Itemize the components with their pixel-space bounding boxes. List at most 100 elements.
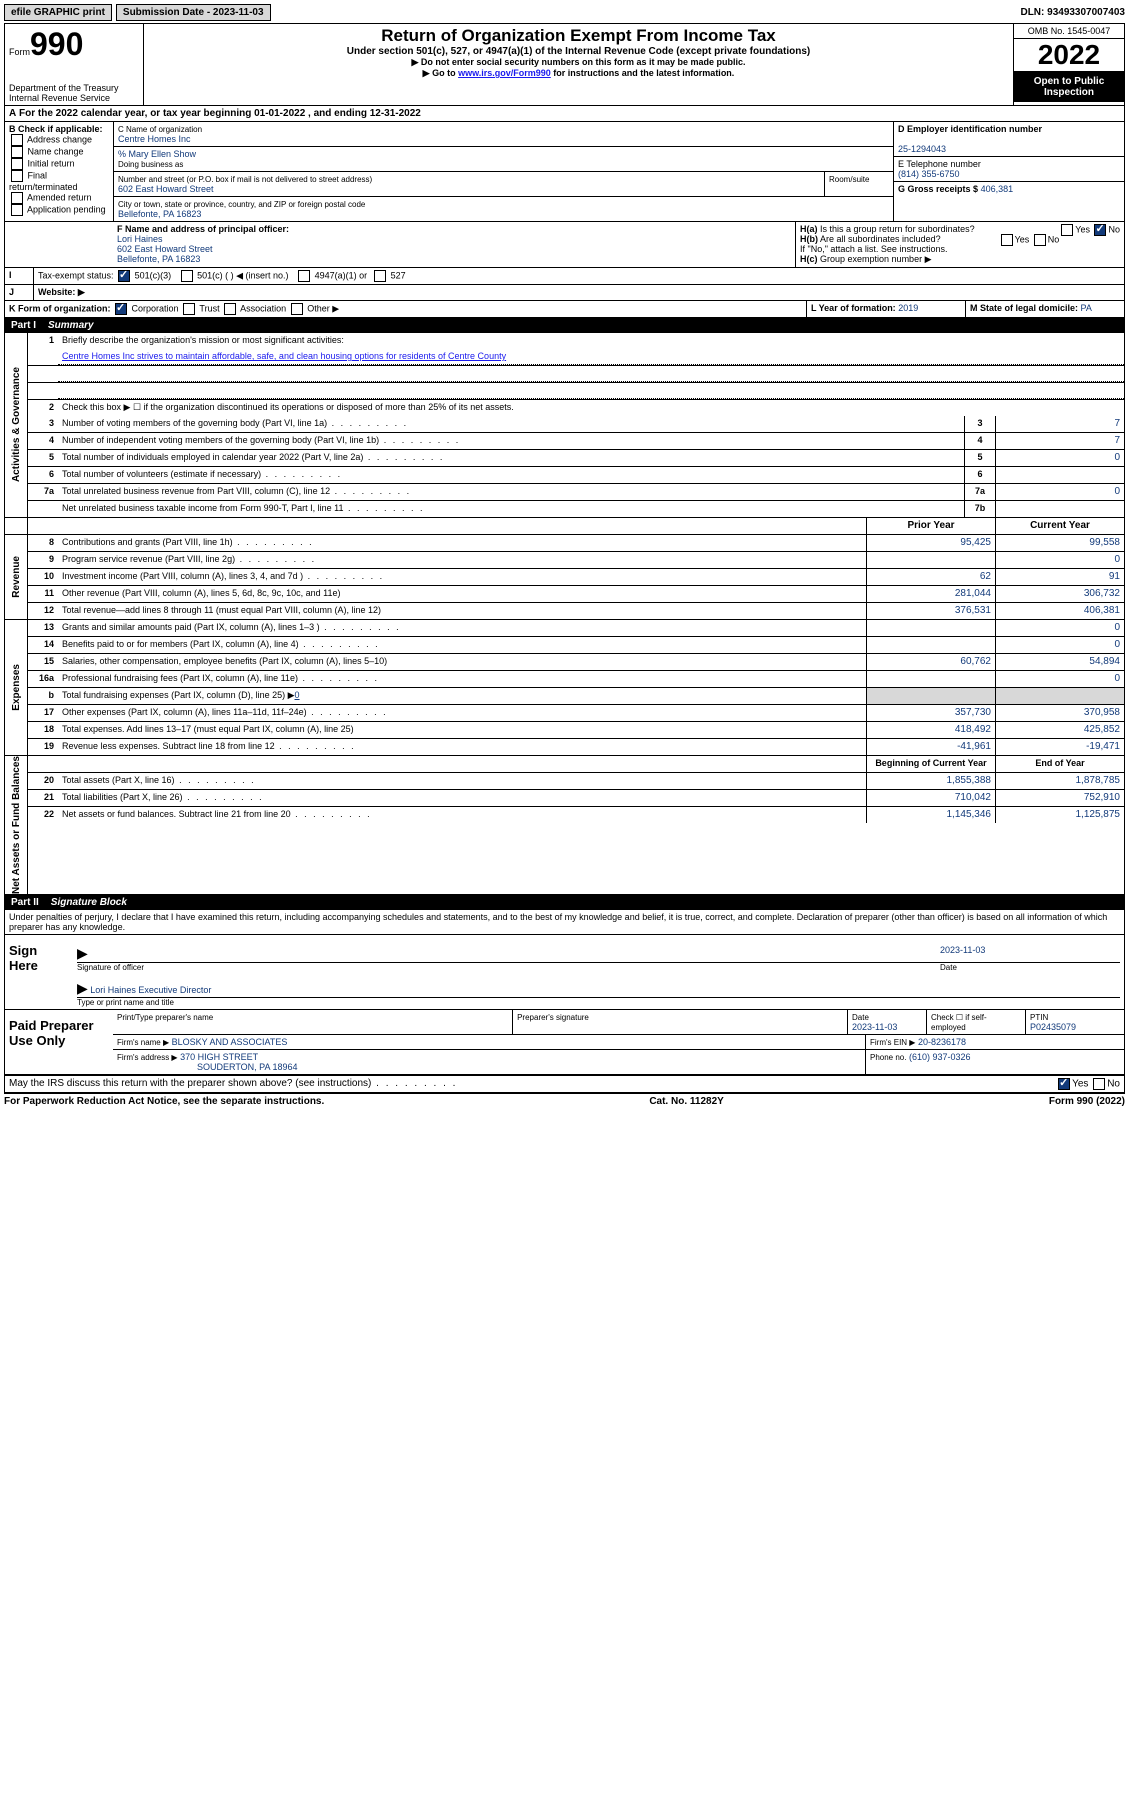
dln-label: DLN: 93493307007403 (1020, 7, 1125, 18)
l11-text: Other revenue (Part VIII, column (A), li… (58, 586, 866, 602)
l12-text: Total revenue—add lines 8 through 11 (mu… (58, 603, 866, 619)
l6-text: Total number of volunteers (estimate if … (58, 467, 964, 483)
form-header: Form990 Department of the Treasury Inter… (5, 24, 1124, 106)
l7a-value: 0 (995, 484, 1124, 500)
section-c: C Name of organization Centre Homes Inc … (114, 122, 894, 221)
hb-yes-checkbox[interactable] (1001, 234, 1013, 246)
l17-curr: 370,958 (995, 705, 1124, 721)
efile-print-button[interactable]: efile GRAPHIC print (4, 4, 112, 21)
phone-label: E Telephone number (898, 159, 981, 169)
tax-exempt-row: I Tax-exempt status: 501(c)(3) 501(c) ( … (5, 268, 1124, 285)
declaration-text: Under penalties of perjury, I declare th… (5, 910, 1124, 935)
form-meta-block: OMB No. 1545-0047 2022 Open to Public In… (1013, 24, 1124, 105)
l14-prior (866, 637, 995, 653)
arrow-icon: ▶ (77, 945, 88, 961)
l2-text: Check this box ▶ ☐ if the organization d… (58, 400, 1124, 416)
l7a-text: Total unrelated business revenue from Pa… (58, 484, 964, 500)
paid-preparer-label: Paid Preparer Use Only (5, 1010, 113, 1074)
org-name: Centre Homes Inc (118, 134, 191, 144)
discuss-row: May the IRS discuss this return with the… (5, 1076, 1124, 1093)
l15-prior: 60,762 (866, 654, 995, 670)
ptin-value: P02435079 (1030, 1022, 1076, 1032)
l22-text: Net assets or fund balances. Subtract li… (58, 807, 866, 823)
dba-label: Doing business as (118, 160, 183, 169)
discuss-no-checkbox[interactable] (1093, 1078, 1105, 1090)
mission-link[interactable]: Centre Homes Inc strives to maintain aff… (62, 351, 506, 361)
firm-phone-label: Phone no. (870, 1053, 906, 1062)
ha-yes-checkbox[interactable] (1061, 224, 1073, 236)
final-return-checkbox[interactable] (11, 170, 23, 182)
line-a-text: A For the 2022 calendar year, or tax yea… (5, 106, 425, 121)
identity-block: B Check if applicable: Address change Na… (5, 122, 1124, 222)
sig-officer-label: Signature of officer (77, 963, 940, 972)
gross-receipts-label: G Gross receipts $ (898, 184, 978, 194)
l4-text: Number of independent voting members of … (58, 433, 964, 449)
l3-text: Number of voting members of the governin… (58, 416, 964, 432)
form-title-block: Return of Organization Exempt From Incom… (144, 24, 1013, 105)
officer-name: Lori Haines (117, 234, 163, 244)
l16a-text: Professional fundraising fees (Part IX, … (58, 671, 866, 687)
section-b: B Check if applicable: Address change Na… (5, 122, 114, 221)
l7b-text: Net unrelated business taxable income fr… (58, 501, 964, 517)
discuss-yes-checkbox[interactable] (1058, 1078, 1070, 1090)
phone-value: (814) 355-6750 (898, 169, 960, 179)
revenue-vlabel: Revenue (11, 556, 22, 598)
firm-addr-label: Firm's address ▶ (117, 1053, 178, 1062)
officer-name-title: Lori Haines Executive Director (90, 985, 211, 995)
501c3-checkbox[interactable] (118, 270, 130, 282)
prep-name-hdr: Print/Type preparer's name (117, 1013, 213, 1022)
irs-link[interactable]: www.irs.gov/Form990 (458, 68, 551, 78)
l10-text: Investment income (Part VIII, column (A)… (58, 569, 866, 585)
form-title: Return of Organization Exempt From Incom… (150, 26, 1007, 46)
l17-prior: 357,730 (866, 705, 995, 721)
l18-prior: 418,492 (866, 722, 995, 738)
ha-no-checkbox[interactable] (1094, 224, 1106, 236)
initial-return-checkbox[interactable] (11, 158, 23, 170)
prep-date-hdr: Date (852, 1013, 869, 1022)
corp-checkbox[interactable] (115, 303, 127, 315)
l10-curr: 91 (995, 569, 1124, 585)
l5-value: 0 (995, 450, 1124, 466)
website-label: Website: ▶ (38, 287, 85, 297)
name-change-checkbox[interactable] (11, 146, 23, 158)
hb-no-checkbox[interactable] (1034, 234, 1046, 246)
app-pending-checkbox[interactable] (11, 204, 23, 216)
501c-checkbox[interactable] (181, 270, 193, 282)
part1-header: Part I Summary (5, 318, 1124, 333)
trust-checkbox[interactable] (183, 303, 195, 315)
expenses-section: Expenses 13Grants and similar amounts pa… (5, 620, 1124, 756)
l1-text: Briefly describe the organization's miss… (58, 333, 1124, 349)
org-name-label: C Name of organization (118, 125, 202, 134)
form-subtitle: Under section 501(c), 527, or 4947(a)(1)… (150, 46, 1007, 57)
care-of: % Mary Ellen Show (118, 149, 196, 159)
l11-curr: 306,732 (995, 586, 1124, 602)
l16a-curr: 0 (995, 671, 1124, 687)
year-formation: 2019 (898, 303, 918, 313)
state-domicile: PA (1081, 303, 1092, 313)
l16b-prior (866, 688, 995, 704)
section-deg: D Employer identification number 25-1294… (894, 122, 1124, 221)
city-value: Bellefonte, PA 16823 (118, 209, 201, 219)
ein-label: D Employer identification number (898, 124, 1042, 134)
city-label: City or town, state or province, country… (118, 200, 365, 209)
sign-here-label: Sign Here (5, 935, 73, 1009)
firm-ein-label: Firm's EIN ▶ (870, 1038, 915, 1047)
governance-section: Activities & Governance 1Briefly describ… (5, 333, 1124, 518)
l18-curr: 425,852 (995, 722, 1124, 738)
dept-label: Department of the Treasury (9, 83, 139, 93)
l14-text: Benefits paid to or for members (Part IX… (58, 637, 866, 653)
assoc-checkbox[interactable] (224, 303, 236, 315)
addr-change-checkbox[interactable] (11, 134, 23, 146)
527-checkbox[interactable] (374, 270, 386, 282)
open-public-badge: Open to Public Inspection (1014, 72, 1124, 102)
klm-row: K Form of organization: Corporation Trus… (5, 301, 1124, 318)
street-value: 602 East Howard Street (118, 184, 214, 194)
l14-curr: 0 (995, 637, 1124, 653)
other-checkbox[interactable] (291, 303, 303, 315)
4947-checkbox[interactable] (298, 270, 310, 282)
amended-return-checkbox[interactable] (11, 192, 23, 204)
l9-text: Program service revenue (Part VIII, line… (58, 552, 866, 568)
hc-label: Group exemption number ▶ (820, 254, 931, 264)
expenses-vlabel: Expenses (11, 664, 22, 711)
form-footer: Form 990 (2022) (1049, 1096, 1125, 1107)
